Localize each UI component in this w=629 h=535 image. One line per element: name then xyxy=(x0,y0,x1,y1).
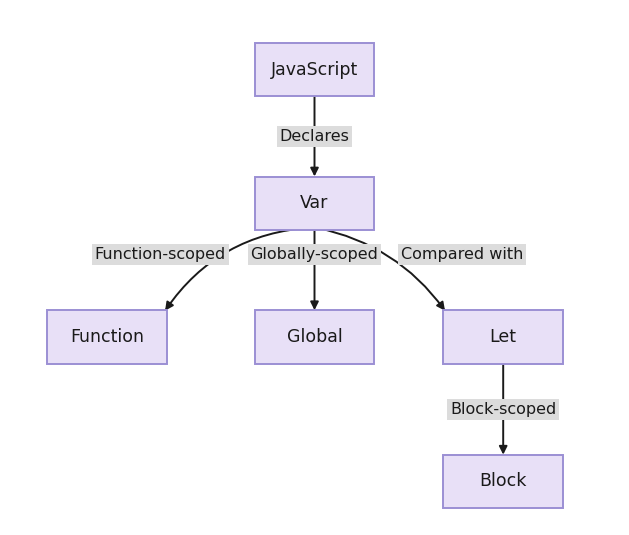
Text: Block: Block xyxy=(479,472,527,491)
Text: Function: Function xyxy=(70,328,144,346)
FancyBboxPatch shape xyxy=(255,177,374,230)
Text: Global: Global xyxy=(287,328,342,346)
Text: Var: Var xyxy=(300,194,329,212)
FancyBboxPatch shape xyxy=(255,43,374,96)
FancyArrowPatch shape xyxy=(311,230,318,308)
Text: Block-scoped: Block-scoped xyxy=(450,402,556,417)
FancyArrowPatch shape xyxy=(166,227,312,309)
Text: Let: Let xyxy=(490,328,516,346)
FancyBboxPatch shape xyxy=(255,310,374,364)
Text: Function-scoped: Function-scoped xyxy=(95,247,226,262)
FancyArrowPatch shape xyxy=(317,228,443,309)
FancyBboxPatch shape xyxy=(47,310,167,364)
FancyArrowPatch shape xyxy=(500,364,506,453)
FancyBboxPatch shape xyxy=(443,310,563,364)
FancyBboxPatch shape xyxy=(443,455,563,508)
Text: Compared with: Compared with xyxy=(401,247,523,262)
FancyArrowPatch shape xyxy=(311,96,318,174)
Text: Globally-scoped: Globally-scoped xyxy=(250,247,379,262)
Text: Declares: Declares xyxy=(279,129,350,144)
Text: JavaScript: JavaScript xyxy=(271,60,358,79)
